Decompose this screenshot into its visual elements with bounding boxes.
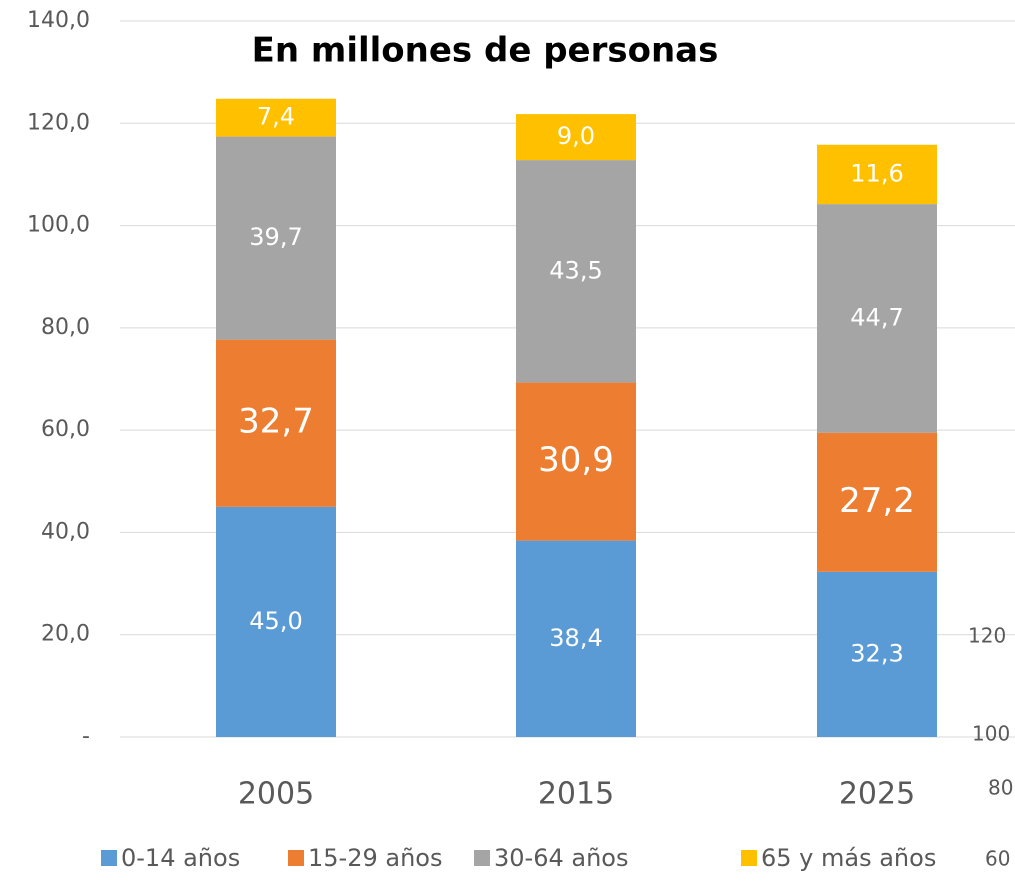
legend-swatch — [741, 850, 757, 866]
stray-text: 60 — [985, 847, 1010, 871]
bar-segment — [216, 136, 336, 340]
legend-swatch — [288, 850, 304, 866]
y-tick-label: 100,0 — [27, 213, 90, 238]
bar-segment — [516, 382, 636, 541]
x-tick-label: 2025 — [839, 777, 915, 812]
data-label: 7,4 — [257, 103, 295, 131]
stray-text: 120 — [968, 624, 1006, 648]
y-tick-label: 20,0 — [41, 622, 90, 647]
y-tick-label: 40,0 — [41, 519, 90, 544]
data-label: 39,7 — [249, 223, 302, 251]
bar-segment — [817, 204, 937, 433]
data-label: 11,6 — [850, 159, 903, 187]
y-tick-label: 120,0 — [27, 110, 90, 135]
data-label: 30,9 — [538, 440, 614, 480]
chart-title: En millones de personas — [252, 31, 719, 71]
bar-segment — [817, 144, 937, 205]
legend-label: 65 y más años — [761, 844, 936, 872]
data-label: 45,0 — [249, 607, 302, 635]
bar-segment — [516, 540, 636, 737]
data-label: 9,0 — [557, 122, 595, 150]
bar-segment — [216, 98, 336, 137]
legend-swatch — [101, 850, 117, 866]
bar-segment — [216, 339, 336, 507]
bar-segment — [817, 432, 937, 572]
bar-segment — [216, 506, 336, 737]
bar-segment — [817, 571, 937, 737]
data-label: 43,5 — [549, 256, 602, 284]
y-tick-label: 80,0 — [41, 315, 90, 340]
data-label: 44,7 — [850, 303, 903, 331]
legend-swatch — [474, 850, 490, 866]
stray-text: 100 — [972, 722, 1010, 746]
data-label: 38,4 — [549, 624, 602, 652]
data-label: 32,7 — [238, 402, 314, 442]
data-label: 32,3 — [850, 639, 903, 667]
y-tick-label: - — [82, 724, 90, 749]
data-label: 27,2 — [839, 481, 915, 521]
legend-label: 30-64 años — [494, 844, 628, 872]
stray-text: 80 — [988, 776, 1013, 800]
bar-segment — [516, 114, 636, 161]
y-tick-label: 60,0 — [41, 417, 90, 442]
legend-label: 0-14 años — [121, 844, 240, 872]
bar-segment — [516, 160, 636, 383]
legend-label: 15-29 años — [308, 844, 442, 872]
y-tick-label: 140,0 — [27, 8, 90, 33]
x-tick-label: 2015 — [538, 777, 614, 812]
x-tick-label: 2005 — [238, 777, 314, 812]
